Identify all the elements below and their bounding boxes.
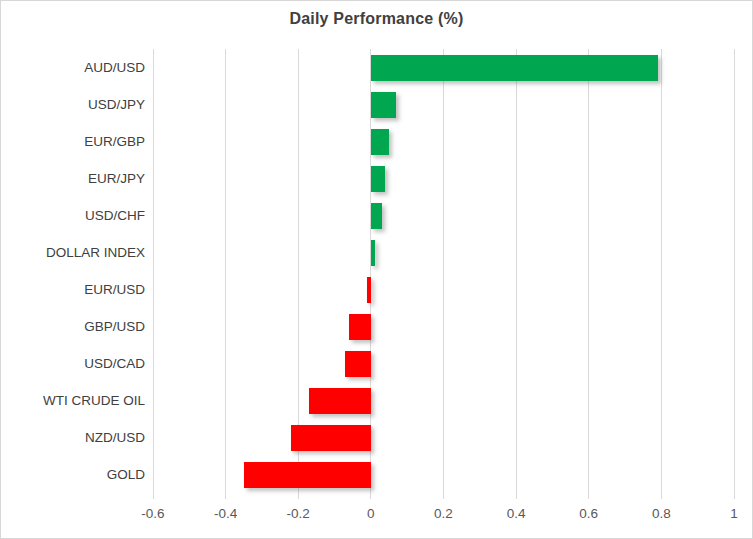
category-label-eur-gbp: EUR/GBP bbox=[0, 134, 145, 149]
gridline--0.4 bbox=[225, 49, 226, 499]
bar-wti-crude-oil bbox=[309, 388, 371, 414]
gridline-1 bbox=[734, 49, 735, 499]
bar-aud-usd bbox=[371, 55, 658, 81]
category-label-usd-jpy: USD/JPY bbox=[0, 97, 145, 112]
category-label-dollar-index: DOLLAR INDEX bbox=[0, 245, 145, 260]
x-tick-label-0p8: 0.8 bbox=[631, 506, 691, 521]
x-tick-label-neg0p2: -0.2 bbox=[268, 506, 328, 521]
category-label-usd-cad: USD/CAD bbox=[0, 356, 145, 371]
category-label-eur-jpy: EUR/JPY bbox=[0, 171, 145, 186]
plot-area bbox=[153, 49, 734, 493]
category-label-gold: GOLD bbox=[0, 467, 145, 482]
category-label-aud-usd: AUD/USD bbox=[0, 60, 145, 75]
x-tick-label-0p4: 0.4 bbox=[486, 506, 546, 521]
gridline-0.6 bbox=[588, 49, 589, 499]
bar-usd-chf bbox=[371, 203, 382, 229]
bar-nzd-usd bbox=[291, 425, 371, 451]
x-tick-label-0p6: 0.6 bbox=[559, 506, 619, 521]
category-label-nzd-usd: NZD/USD bbox=[0, 430, 145, 445]
bar-eur-jpy bbox=[371, 166, 386, 192]
x-tick-label-neg0p4: -0.4 bbox=[196, 506, 256, 521]
x-tick-label-neg0p6: -0.6 bbox=[123, 506, 183, 521]
daily-performance-chart: Daily Performance (%) AUD/USD USD/JPY EUR/… bbox=[0, 0, 753, 539]
bar-eur-usd bbox=[367, 277, 371, 303]
category-label-gbp-usd: GBP/USD bbox=[0, 319, 145, 334]
gridline-0.2 bbox=[443, 49, 444, 499]
bar-dollar-index bbox=[371, 240, 375, 266]
x-tick-label-0: 0 bbox=[341, 506, 401, 521]
bar-usd-cad bbox=[345, 351, 370, 377]
gridline-0.8 bbox=[661, 49, 662, 499]
x-tick-label-0p2: 0.2 bbox=[414, 506, 474, 521]
bar-eur-gbp bbox=[371, 129, 389, 155]
bar-usd-jpy bbox=[371, 92, 396, 118]
category-label-eur-usd: EUR/USD bbox=[0, 282, 145, 297]
chart-title: Daily Performance (%) bbox=[1, 10, 752, 28]
category-label-wti-crude-oil: WTI CRUDE OIL bbox=[0, 393, 145, 408]
bar-gbp-usd bbox=[349, 314, 371, 340]
gridline--0.6 bbox=[153, 49, 154, 499]
gridline-0.4 bbox=[516, 49, 517, 499]
bar-gold bbox=[244, 462, 371, 488]
category-label-usd-chf: USD/CHF bbox=[0, 208, 145, 223]
x-tick-label-1: 1 bbox=[704, 506, 753, 521]
